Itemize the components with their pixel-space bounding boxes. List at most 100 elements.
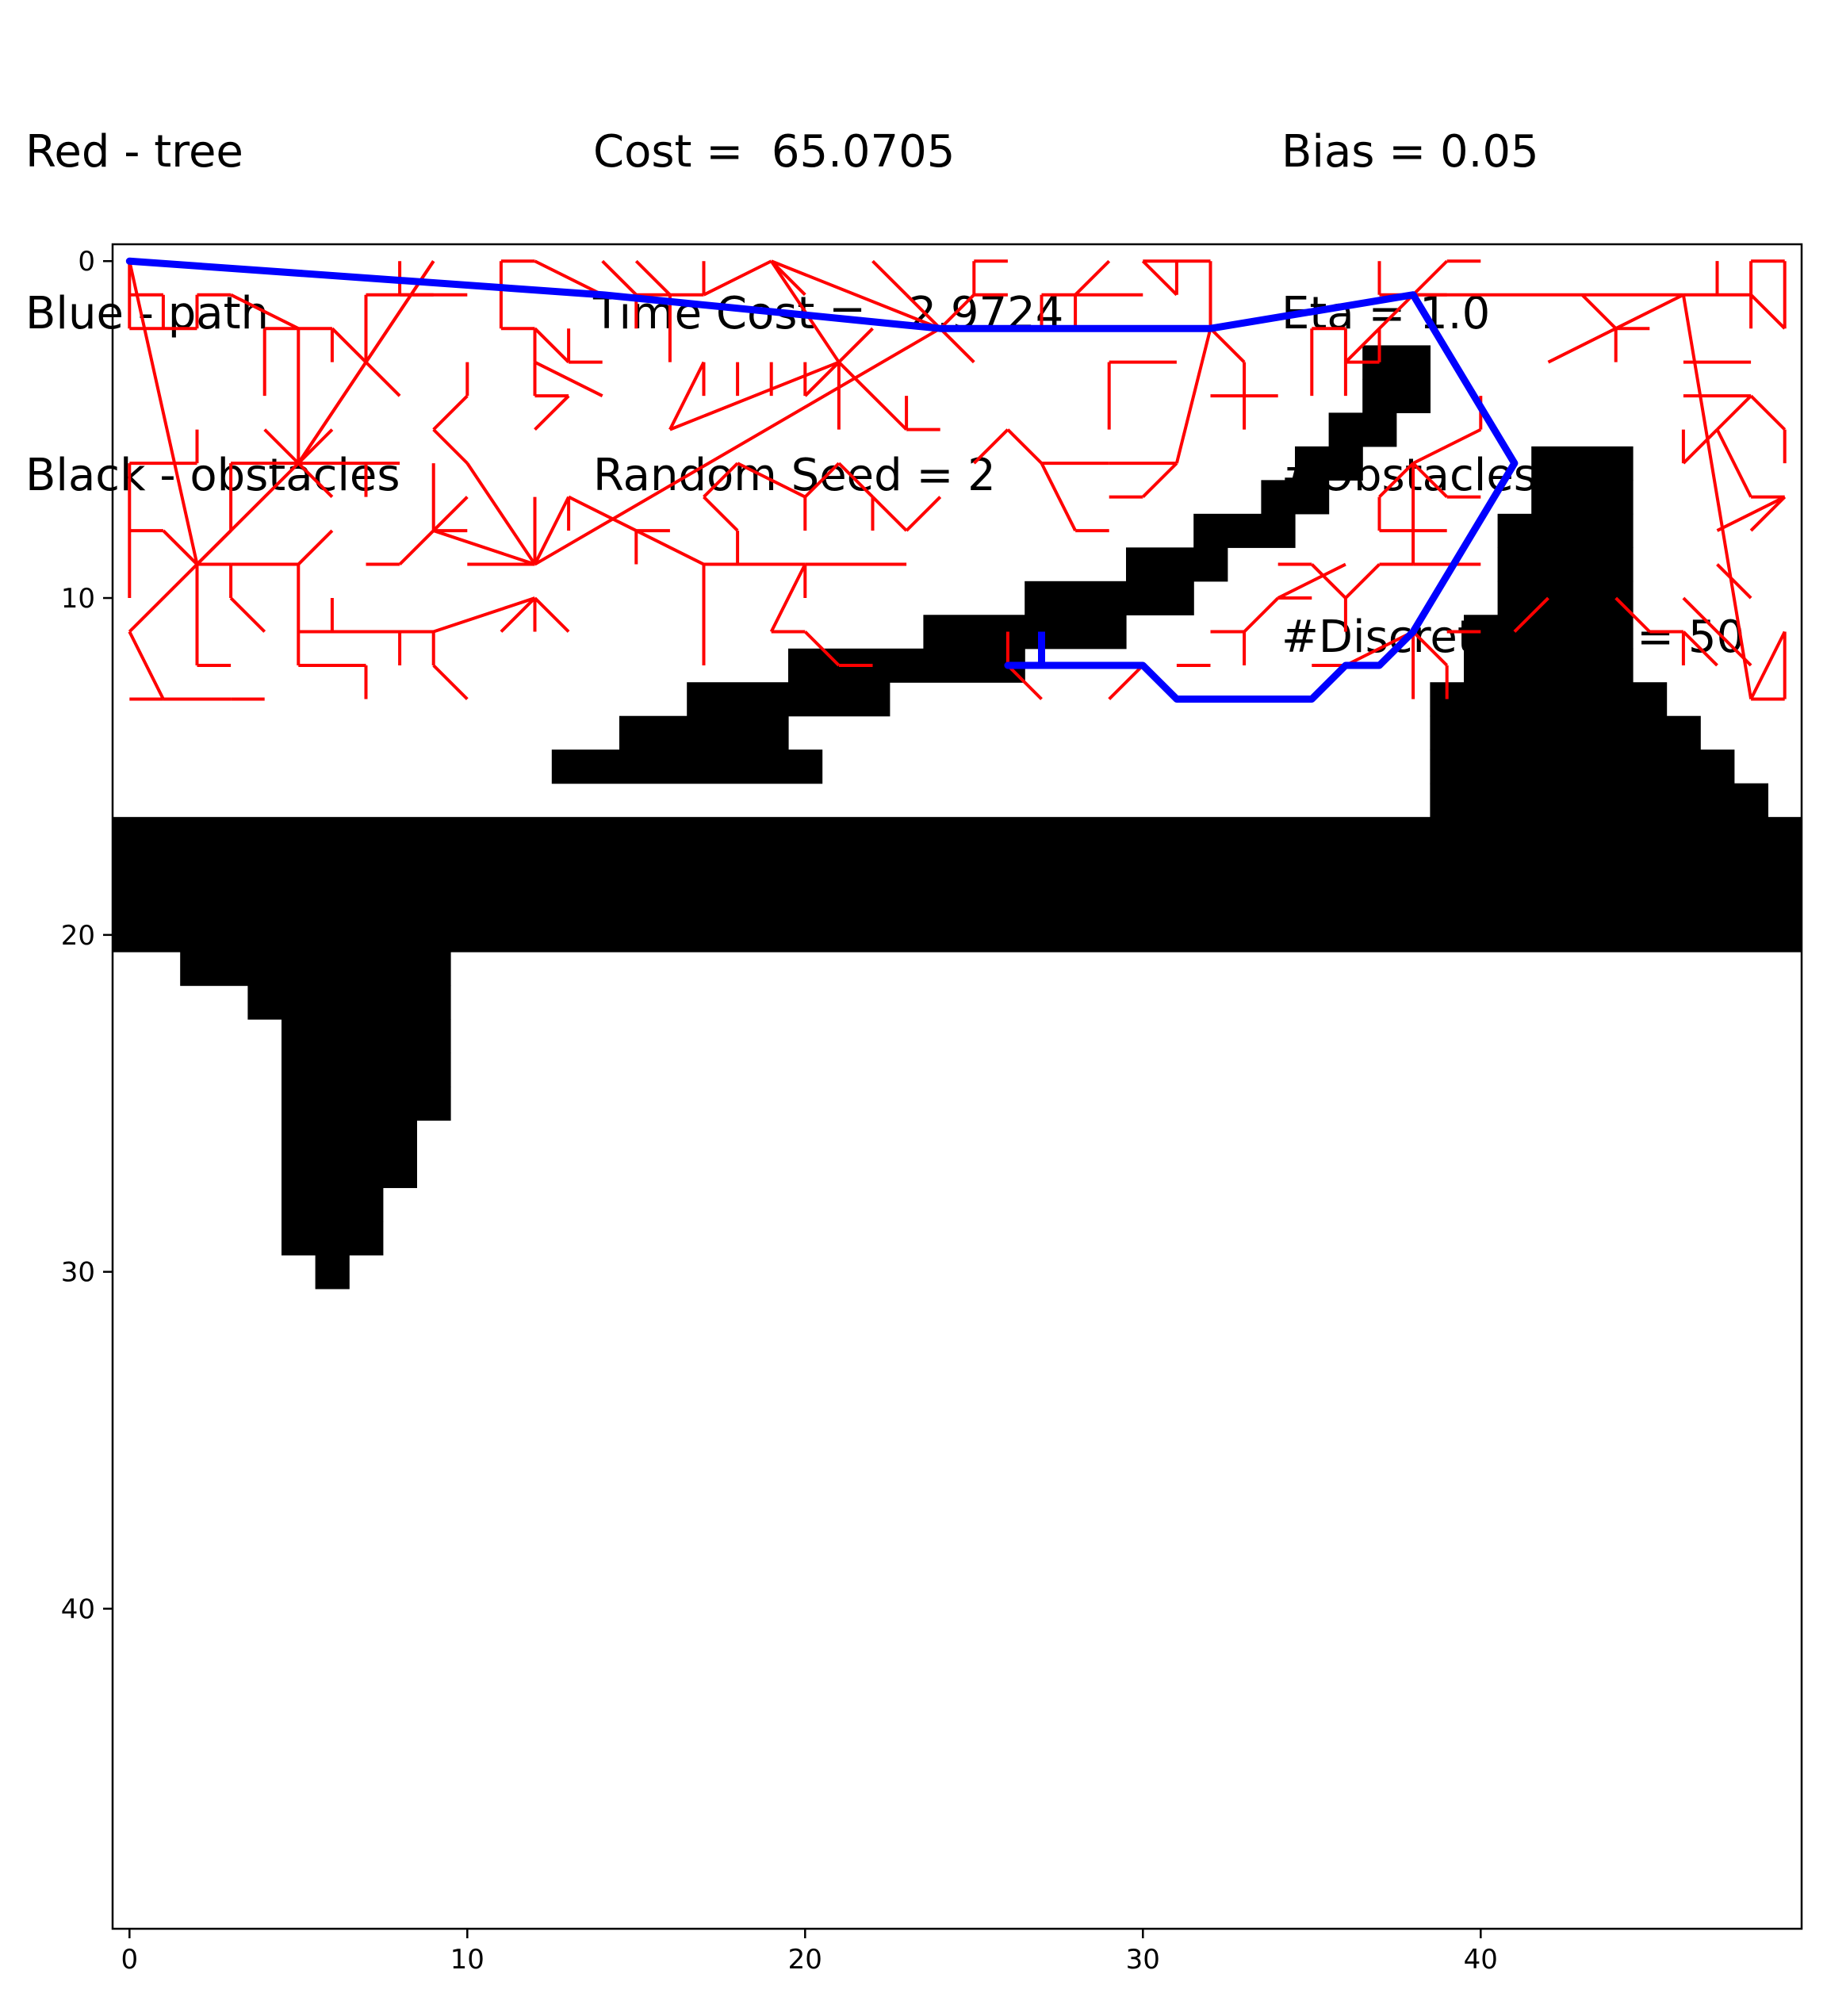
obstacle-cell-run — [1430, 715, 1701, 750]
tree-edge — [703, 496, 739, 532]
tree-edge — [803, 462, 841, 499]
obstacle-cell-run — [1497, 513, 1634, 548]
path-layer — [125, 257, 1519, 703]
tree-edge — [1716, 394, 1752, 431]
obstacle-cell-run — [1295, 446, 1363, 481]
tree-edge — [196, 529, 232, 565]
tree-edge — [1006, 428, 1043, 465]
legend-line-path: Blue - path — [25, 288, 270, 339]
tree-edge — [162, 529, 198, 565]
tree-edge — [433, 529, 536, 566]
obstacle-cell-run — [247, 985, 451, 1020]
obstacle-cell-run — [1497, 581, 1634, 615]
obstacle-cell-run — [282, 1052, 451, 1087]
obstacle-cell-run — [180, 952, 451, 987]
tree-edge — [534, 596, 570, 633]
obstacle-cell-run — [1126, 547, 1228, 582]
tree-edge — [972, 428, 1009, 465]
tree-edge — [1614, 293, 1684, 330]
path-line — [125, 257, 1519, 703]
tree-edge — [533, 496, 570, 565]
tree-edge — [1040, 462, 1077, 531]
tree-edge — [1345, 630, 1414, 667]
x-tick-label: 30 — [1126, 1944, 1160, 1976]
tree-edge — [432, 664, 469, 700]
obstacle-cell-run — [282, 1187, 384, 1222]
stats-random-seed: Random Seed = 2 — [593, 450, 996, 501]
tree-edge — [297, 462, 334, 499]
y-tick-label: 40 — [61, 1593, 95, 1625]
tree-edge — [534, 394, 570, 431]
tree-edge — [1547, 327, 1617, 364]
obstacle-cell-run — [1497, 547, 1634, 582]
obstacle-cell-run — [1193, 513, 1296, 548]
tree-edge — [1411, 462, 1449, 499]
tree-edge — [1715, 428, 1752, 498]
obstacle-cell-run — [113, 918, 1802, 952]
obstacle-cell-run — [1464, 648, 1634, 683]
tree-edge — [128, 630, 165, 700]
x-tick-label: 10 — [450, 1944, 485, 1976]
tree-edge — [1682, 596, 1752, 667]
stats-cost: Cost = 65.0705 — [593, 126, 956, 178]
obstacle-cell-run — [1531, 446, 1634, 481]
tree-edge — [669, 360, 840, 431]
tree-edge — [939, 293, 975, 330]
stats-text: Cost = 65.0705 Time Cost = 2.9724 Random… — [593, 17, 1063, 557]
tree-edge — [128, 563, 198, 633]
tree-edge — [905, 293, 942, 330]
tree-edge — [364, 260, 435, 363]
tree-edge — [737, 462, 806, 499]
tree-edge — [297, 529, 334, 565]
tree-edge — [1682, 630, 1718, 667]
param-bias: Bias = 0.05 — [1281, 126, 1539, 178]
tree-edge — [534, 327, 570, 364]
tree-edge — [230, 293, 300, 330]
tree-edge — [1411, 630, 1449, 667]
obstacle-cell-run — [1430, 749, 1735, 784]
obstacle-cell-run — [282, 1153, 417, 1189]
tree-edge — [534, 327, 941, 566]
tree-edge — [465, 462, 537, 565]
tree-edge — [1277, 562, 1346, 600]
tree-edge — [703, 259, 772, 297]
tree-edge — [1141, 462, 1178, 499]
tree-edge — [229, 596, 266, 633]
tree-edge — [433, 596, 536, 634]
obstacle-cell-run — [1464, 615, 1634, 650]
tree-edge — [432, 394, 469, 431]
tree-edge — [837, 327, 874, 364]
obstacle-cell-run — [1430, 783, 1768, 818]
tree-edge — [1614, 596, 1651, 633]
tree-edge — [1716, 495, 1786, 532]
tree-edge — [1411, 259, 1449, 297]
obstacle-cell-run — [282, 1221, 384, 1255]
tree-edge — [331, 327, 367, 364]
tree-edge — [1580, 293, 1618, 330]
y-tick-label: 20 — [61, 920, 95, 952]
tree-edge — [1006, 664, 1043, 700]
obstacle-cell-run — [1328, 412, 1397, 447]
tree-edge — [1310, 563, 1347, 600]
tree-edge — [1682, 428, 1718, 465]
tree-edge — [1243, 596, 1280, 633]
tree-edge — [837, 462, 874, 499]
obstacle-cell-run — [282, 1019, 451, 1054]
tree-edge — [703, 462, 739, 499]
obstacle-cell-run — [113, 817, 1802, 852]
tree-edge — [939, 327, 975, 364]
obstacle-cell-run — [1261, 480, 1330, 515]
tree-edge — [871, 496, 908, 532]
tree-edge — [1412, 427, 1482, 465]
y-axis-ticks: 0 10 20 30 40 — [61, 246, 113, 1625]
tree-edge — [634, 259, 672, 297]
tree-edge — [534, 360, 603, 397]
legend-line-tree: Red - tree — [25, 126, 243, 178]
x-tick-label: 20 — [788, 1944, 822, 1976]
obstacle-cell-run — [788, 648, 1025, 683]
tree-edge — [1209, 327, 1246, 364]
x-tick-label: 0 — [121, 1944, 138, 1976]
obstacle-cell-run — [1531, 480, 1634, 515]
tree-edge — [1141, 259, 1178, 297]
